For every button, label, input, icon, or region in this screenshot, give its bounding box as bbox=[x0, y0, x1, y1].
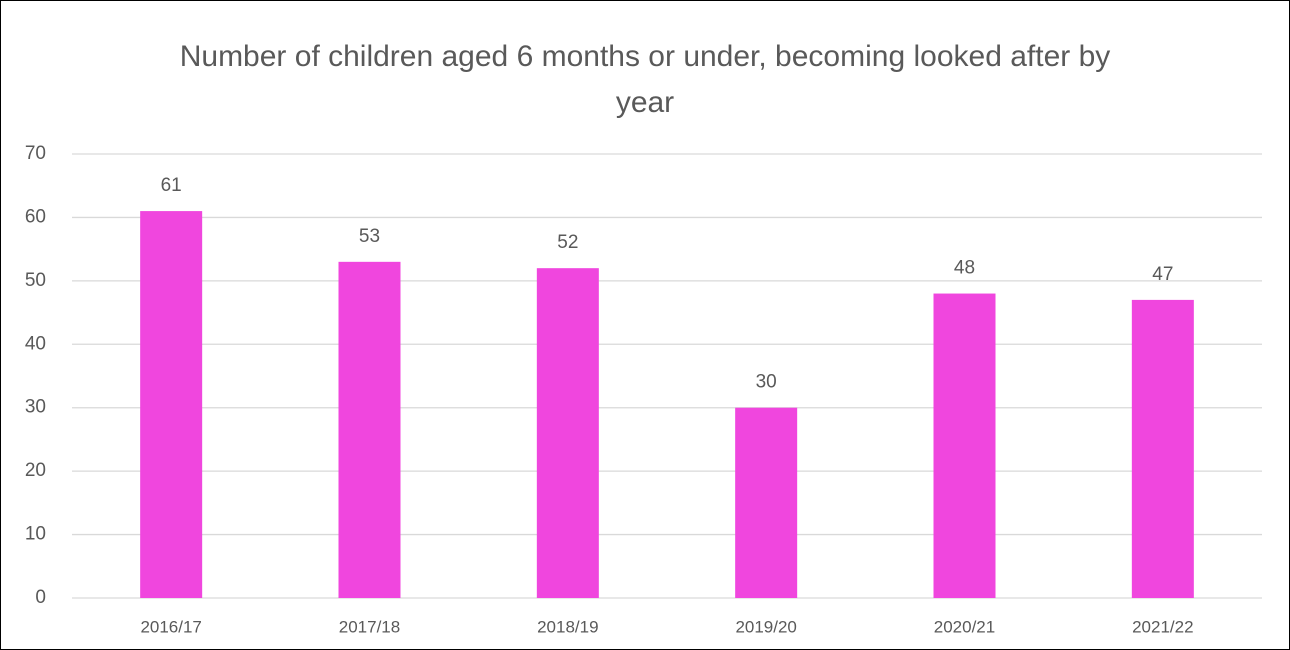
chart-title: Number of children aged 6 months or unde… bbox=[179, 40, 1111, 119]
data-label: 53 bbox=[359, 226, 380, 247]
bar bbox=[1131, 299, 1194, 598]
data-label: 48 bbox=[954, 258, 975, 279]
data-label: 30 bbox=[756, 372, 777, 393]
bar bbox=[735, 407, 798, 598]
bar bbox=[140, 211, 203, 599]
data-label: 61 bbox=[161, 175, 182, 196]
y-tick-label: 20 bbox=[25, 460, 46, 481]
x-tick-label: 2019/20 bbox=[735, 617, 796, 636]
y-tick-label: 0 bbox=[35, 587, 46, 608]
y-tick-label: 10 bbox=[25, 524, 46, 545]
x-tick-label: 2017/18 bbox=[339, 617, 400, 636]
bar bbox=[933, 293, 996, 598]
y-tick-label: 50 bbox=[25, 270, 46, 291]
y-tick-label: 40 bbox=[25, 333, 46, 354]
bar bbox=[536, 268, 599, 598]
x-tick-label: 2018/19 bbox=[537, 617, 598, 636]
bar bbox=[338, 261, 401, 598]
y-tick-label: 60 bbox=[25, 206, 46, 227]
data-label: 47 bbox=[1152, 264, 1173, 285]
x-tick-label: 2020/21 bbox=[934, 617, 995, 636]
x-tick-label: 2021/22 bbox=[1132, 617, 1193, 636]
data-label: 52 bbox=[557, 232, 578, 253]
y-tick-label: 30 bbox=[25, 397, 46, 418]
x-tick-label: 2016/17 bbox=[140, 617, 201, 636]
y-tick-label: 70 bbox=[25, 143, 46, 164]
